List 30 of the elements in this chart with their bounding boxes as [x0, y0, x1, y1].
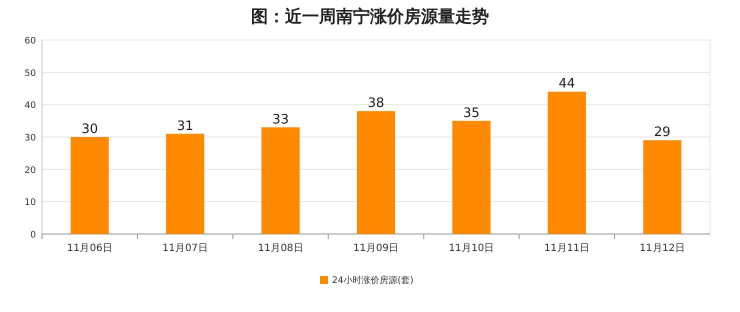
x-tick-label: 11月06日 [66, 243, 112, 254]
y-tick-label: 40 [24, 101, 36, 112]
data-label: 38 [368, 96, 384, 112]
y-tick-label: 10 [24, 198, 36, 208]
bar [261, 127, 300, 234]
x-tick-label: 11月10日 [448, 243, 494, 254]
bar [452, 120, 491, 234]
x-tick-label: 11月12日 [640, 243, 686, 254]
y-tick-label: 0 [30, 230, 36, 240]
bar [70, 137, 109, 234]
legend-label: 24小时涨价房源(套) [332, 275, 414, 286]
x-tick-label: 11月08日 [258, 243, 304, 254]
data-label: 29 [654, 125, 671, 140]
data-label: 30 [81, 122, 98, 137]
chart-title: 图：近一周南宁涨价房源量走势 [251, 7, 489, 27]
y-tick-label: 60 [24, 36, 36, 46]
x-tick-label: 11月11日 [544, 243, 590, 254]
bar [356, 111, 396, 234]
y-tick-label: 30 [24, 134, 36, 144]
data-label: 35 [463, 106, 480, 121]
data-label: 33 [272, 112, 289, 128]
data-label: 44 [558, 76, 576, 92]
x-tick-label: 11月09日 [353, 243, 399, 254]
y-tick-label: 50 [24, 68, 36, 79]
data-label: 31 [176, 118, 194, 134]
y-tick-label: 20 [24, 166, 36, 176]
bar [166, 134, 204, 234]
bar [643, 140, 682, 234]
x-tick-label: 11月07日 [162, 243, 208, 254]
bar [548, 92, 586, 234]
